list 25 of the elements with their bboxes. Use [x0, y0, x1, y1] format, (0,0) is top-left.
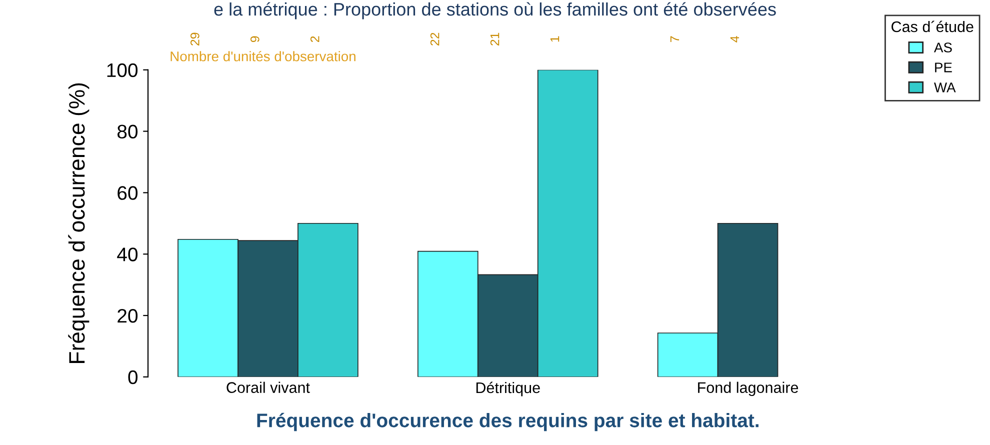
y-tick-label: 80 — [118, 124, 138, 139]
text: 2 — [310, 36, 320, 42]
legend-title: Cas d´étude — [892, 20, 974, 32]
y-tick-label: 20 — [118, 308, 138, 323]
y-axis-title: Fréquence d´occurrence (%) — [68, 83, 90, 363]
x-tick-label: Fond lagonaire — [698, 382, 798, 396]
legend-label: AS — [934, 42, 952, 52]
text: 22 — [430, 32, 440, 46]
x-axis-title: Fréquence d'occurence des requins par site et habitat. — [257, 412, 758, 432]
text: 29 — [190, 32, 200, 46]
y-tick-label: 0 — [128, 370, 138, 384]
text: 9 — [250, 36, 260, 42]
text: 4 — [730, 36, 740, 42]
text: 1 — [550, 36, 560, 42]
legend-label: PE — [935, 62, 952, 72]
y-tick-label: 100 — [107, 63, 138, 78]
legend-label: WA — [934, 82, 956, 92]
y-tick-label: 40 — [117, 248, 138, 262]
text: Nombre d'unités d'observation — [170, 50, 356, 62]
text: 7 — [670, 36, 680, 42]
x-tick-label: Détritique — [476, 382, 540, 396]
y-tick-label: 60 — [118, 186, 138, 200]
x-tick-label: Corail vivant — [226, 382, 310, 393]
chart-title: e la métrique : Proportion de stations où les familles ont été observées — [214, 2, 776, 20]
text: 21 — [490, 32, 500, 46]
